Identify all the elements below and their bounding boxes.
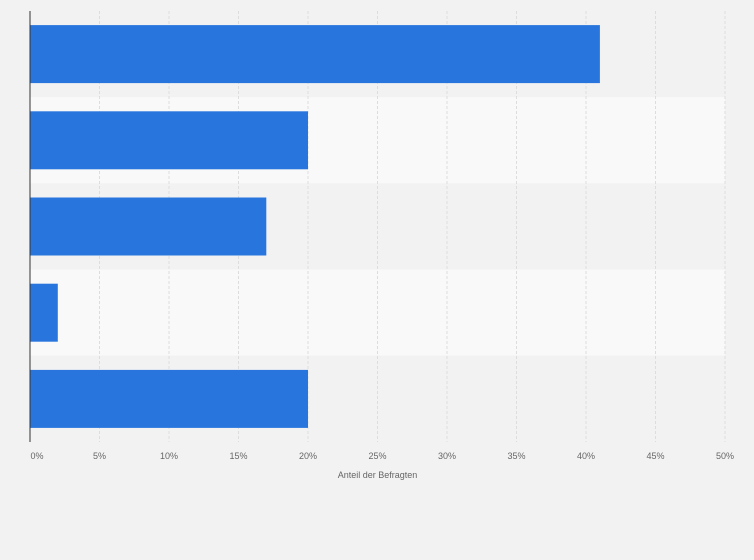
x-tick-label: 10% <box>160 451 178 461</box>
x-tick-label: 5% <box>93 451 106 461</box>
x-tick-label: 50% <box>716 451 734 461</box>
x-tick-label: 30% <box>438 451 456 461</box>
x-tick-label: 25% <box>368 451 386 461</box>
bar[interactable] <box>30 25 600 84</box>
bar[interactable] <box>30 283 58 342</box>
bars <box>30 25 600 428</box>
x-axis-title: Anteil der Befragten <box>338 470 418 480</box>
x-tick-label: 0% <box>30 451 43 461</box>
x-tick-label: 45% <box>646 451 664 461</box>
x-tick-label: 20% <box>299 451 317 461</box>
bar[interactable] <box>30 369 308 428</box>
x-tick-label: 40% <box>577 451 595 461</box>
bar[interactable] <box>30 197 267 256</box>
bar[interactable] <box>30 111 308 170</box>
x-tick-label: 15% <box>229 451 247 461</box>
x-tick-label: 35% <box>507 451 525 461</box>
x-tick-labels: 0% 5% 10% 15% 20% 25% 30% 35% 40% 45% 50% <box>30 451 734 461</box>
